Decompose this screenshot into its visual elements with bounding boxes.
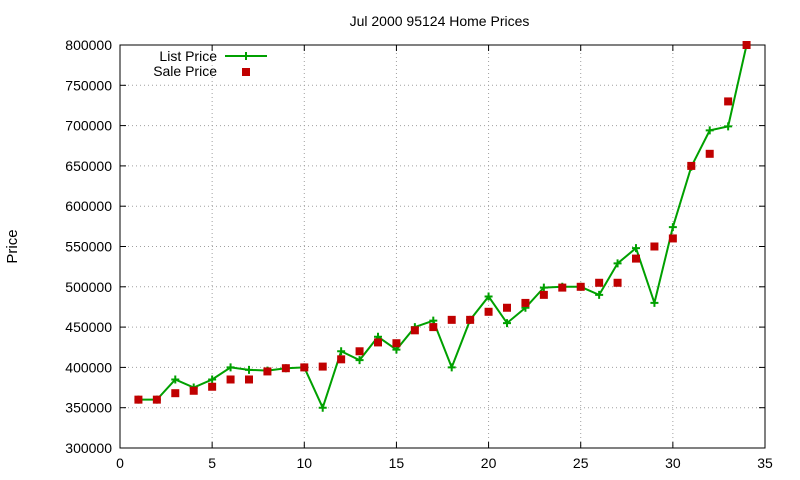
sale-price-point — [539, 290, 548, 299]
list-price-line — [138, 44, 748, 411]
list-price-point — [447, 363, 456, 372]
sale-price-point — [668, 234, 677, 243]
x-tick-label: 15 — [389, 455, 405, 471]
sale-price-point — [226, 375, 235, 384]
sale-price-point — [576, 282, 585, 291]
list-price-point — [613, 259, 622, 268]
list-price-point — [650, 298, 659, 307]
sale-price-point — [134, 395, 143, 404]
axis-ticks: 0 5 10 15 20 25 30 35 300000 350000 400000 450000 50… — [65, 37, 773, 471]
sale-price-point — [300, 363, 309, 372]
sale-price-point — [355, 347, 364, 356]
list-price-point — [668, 223, 677, 232]
sale-price-point — [171, 389, 180, 398]
x-tick-label: 5 — [208, 455, 216, 471]
sale-price-point — [208, 382, 217, 391]
legend: List Price Sale Price — [153, 48, 267, 79]
list-price-point — [632, 244, 640, 253]
list-price-point — [503, 319, 511, 328]
y-tick-label: 400000 — [65, 359, 112, 375]
series-list-price — [134, 41, 751, 412]
sale-price-point — [503, 303, 511, 312]
sale-price-point — [742, 41, 751, 49]
list-price-point — [595, 290, 604, 299]
x-tick-label: 25 — [573, 455, 589, 471]
y-tick-label: 700000 — [65, 118, 112, 134]
legend-marker-sale-price — [242, 68, 250, 76]
sale-price-point — [724, 97, 733, 106]
x-tick-label: 35 — [757, 455, 773, 471]
y-tick-label: 800000 — [65, 37, 112, 53]
series-sale-price — [134, 41, 751, 404]
sale-price-point — [705, 149, 714, 158]
sale-price-point — [429, 323, 438, 332]
legend-label-sale-price: Sale Price — [153, 63, 217, 79]
y-tick-label: 350000 — [65, 400, 112, 416]
y-tick-label: 500000 — [65, 279, 112, 295]
chart-title: Jul 2000 95124 Home Prices — [350, 13, 530, 29]
x-tick-label: 0 — [116, 455, 124, 471]
sale-price-point — [152, 395, 161, 404]
list-price-point — [724, 122, 733, 131]
sale-price-point — [189, 386, 198, 395]
x-tick-label: 20 — [481, 455, 497, 471]
x-tick-label: 30 — [665, 455, 681, 471]
sale-price-point — [318, 362, 327, 371]
y-tick-label: 650000 — [65, 158, 112, 174]
y-axis-label: Price — [4, 229, 21, 263]
list-price-point — [171, 375, 180, 384]
sale-price-point — [281, 364, 290, 373]
legend-marker-list-price — [242, 52, 250, 60]
list-price-point — [245, 365, 253, 374]
x-tick-label: 10 — [296, 455, 312, 471]
y-tick-label: 750000 — [65, 77, 112, 93]
sale-price-point — [263, 367, 272, 376]
sale-price-point — [650, 242, 659, 251]
list-price-point — [355, 356, 364, 365]
sale-price-point — [245, 375, 253, 384]
legend-label-list-price: List Price — [159, 48, 217, 64]
list-price-point — [318, 403, 327, 412]
list-price-point — [539, 283, 548, 292]
y-tick-label: 600000 — [65, 198, 112, 214]
sale-price-point — [337, 355, 346, 364]
series — [134, 41, 751, 412]
list-price-point — [705, 126, 714, 135]
list-price-point — [337, 347, 346, 356]
sale-price-point — [484, 307, 493, 316]
sale-price-point — [466, 315, 475, 324]
sale-price-point — [521, 298, 530, 307]
y-tick-label: 300000 — [65, 440, 112, 456]
sale-price-point — [374, 338, 382, 347]
sale-price-point — [410, 326, 419, 335]
sale-price-point — [392, 339, 401, 348]
sale-price-point — [447, 315, 456, 324]
list-price-point — [226, 363, 235, 372]
sale-price-point — [613, 278, 622, 287]
sale-price-point — [687, 161, 696, 170]
y-tick-label: 550000 — [65, 239, 112, 255]
list-price-point — [208, 375, 217, 384]
sale-price-point — [595, 278, 604, 287]
sale-price-point — [632, 254, 640, 263]
list-price-point — [484, 292, 493, 301]
sale-price-point — [558, 283, 567, 292]
y-tick-label: 450000 — [65, 319, 112, 335]
